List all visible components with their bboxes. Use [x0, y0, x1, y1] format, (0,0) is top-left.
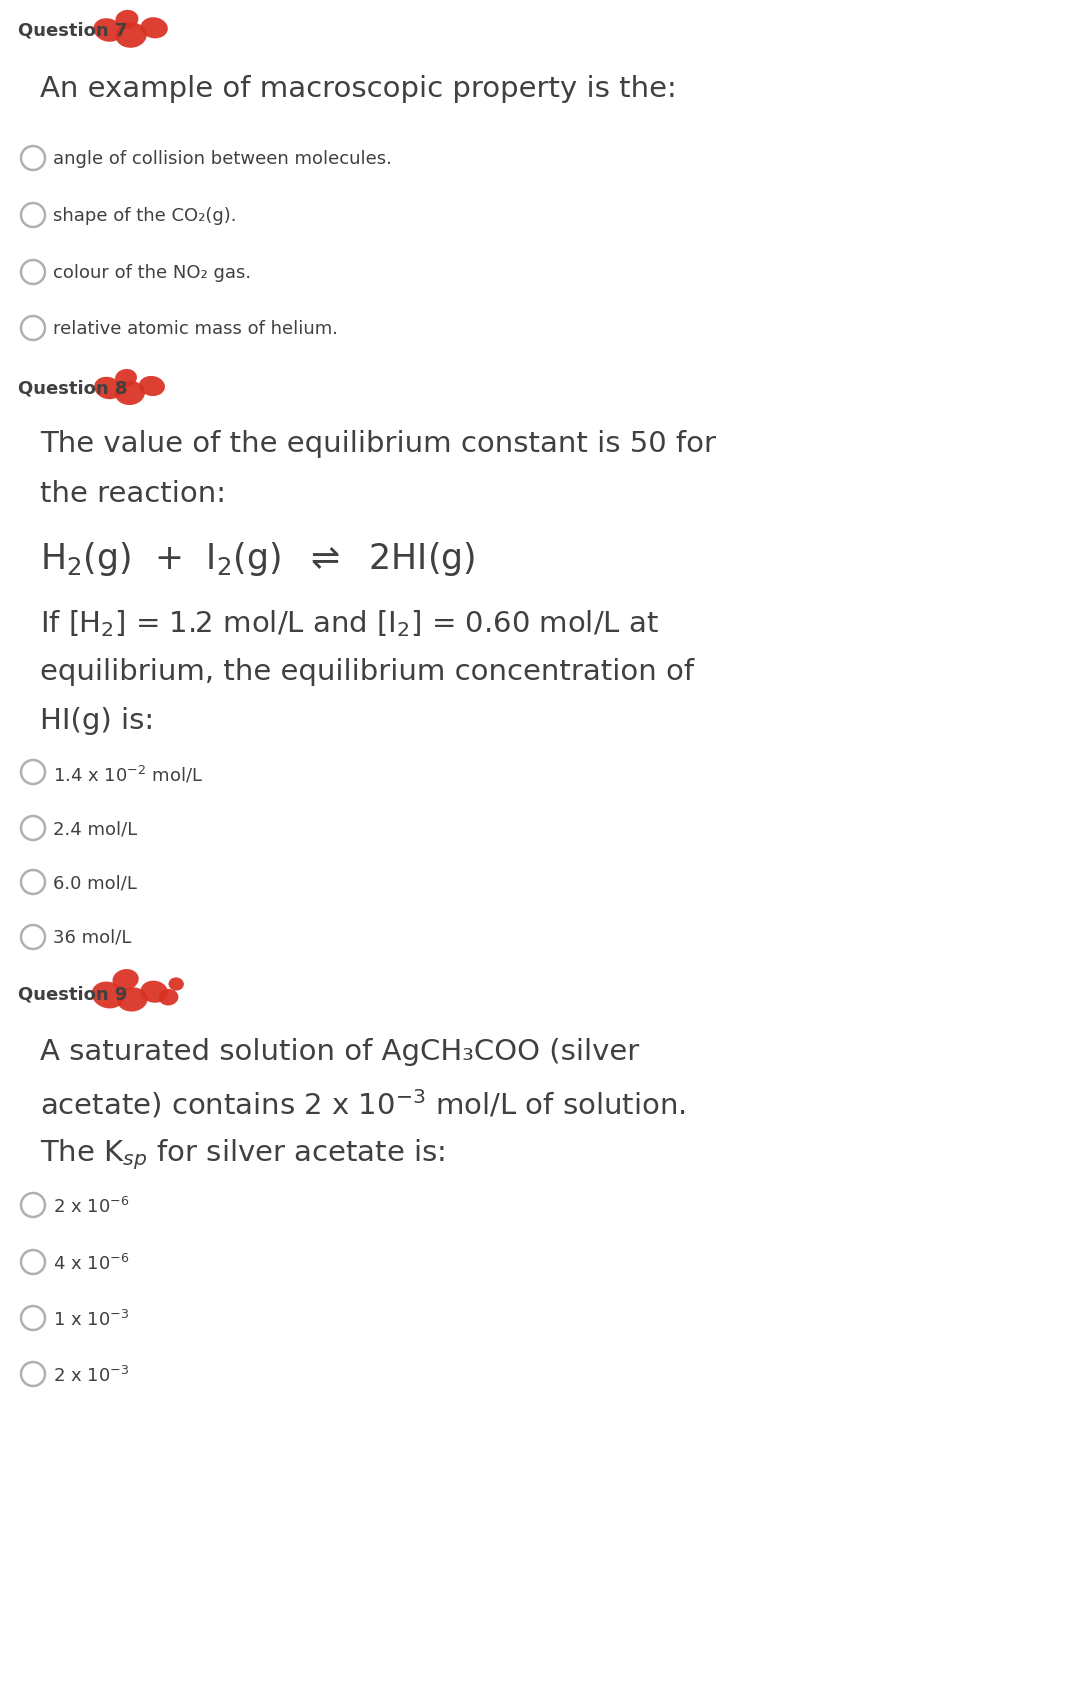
Text: acetate) contains 2 x 10$^{-3}$ mol/L of solution.: acetate) contains 2 x 10$^{-3}$ mol/L of… [40, 1088, 685, 1120]
Text: Question 9: Question 9 [18, 985, 127, 1003]
Text: An example of macroscopic property is the:: An example of macroscopic property is th… [40, 75, 677, 102]
Text: 1 x 10$^{-3}$: 1 x 10$^{-3}$ [53, 1309, 129, 1330]
Text: 36 mol/L: 36 mol/L [53, 929, 132, 946]
Ellipse shape [168, 977, 183, 991]
Ellipse shape [159, 989, 178, 1006]
Text: 1.4 x 10$^{-2}$ mol/L: 1.4 x 10$^{-2}$ mol/L [53, 764, 203, 784]
Text: The K$_{sp}$ for silver acetate is:: The K$_{sp}$ for silver acetate is: [40, 1137, 445, 1171]
Text: Question 7: Question 7 [18, 22, 127, 39]
Ellipse shape [115, 368, 137, 387]
Text: H$_2$(g)  +  I$_2$(g)  $\rightleftharpoons$  2HI(g): H$_2$(g) + I$_2$(g) $\rightleftharpoons$… [40, 540, 475, 578]
Ellipse shape [112, 968, 139, 991]
Ellipse shape [140, 980, 168, 1003]
Text: the reaction:: the reaction: [40, 481, 226, 508]
Text: Question 8: Question 8 [18, 380, 127, 397]
Ellipse shape [92, 982, 124, 1008]
Ellipse shape [94, 377, 122, 399]
Ellipse shape [115, 380, 145, 406]
Ellipse shape [117, 987, 148, 1011]
Text: The value of the equilibrium constant is 50 for: The value of the equilibrium constant is… [40, 430, 716, 459]
Text: relative atomic mass of helium.: relative atomic mass of helium. [53, 321, 338, 338]
Text: 2 x 10$^{-6}$: 2 x 10$^{-6}$ [53, 1197, 129, 1217]
Text: If [H$_2$] = 1.2 mol/L and [I$_2$] = 0.60 mol/L at: If [H$_2$] = 1.2 mol/L and [I$_2$] = 0.6… [40, 609, 659, 639]
Text: colour of the NO₂ gas.: colour of the NO₂ gas. [53, 264, 251, 281]
Ellipse shape [94, 19, 123, 43]
Text: 4 x 10$^{-6}$: 4 x 10$^{-6}$ [53, 1253, 129, 1274]
Ellipse shape [139, 375, 165, 396]
Text: 6.0 mol/L: 6.0 mol/L [53, 875, 137, 892]
Ellipse shape [115, 22, 147, 48]
Ellipse shape [140, 17, 168, 39]
Text: 2.4 mol/L: 2.4 mol/L [53, 820, 137, 837]
Text: A saturated solution of AgCH₃COO (silver: A saturated solution of AgCH₃COO (silver [40, 1038, 639, 1066]
Text: HI(g) is:: HI(g) is: [40, 708, 154, 735]
Text: shape of the CO₂(g).: shape of the CO₂(g). [53, 206, 236, 225]
Text: angle of collision between molecules.: angle of collision between molecules. [53, 150, 392, 169]
Text: 2 x 10$^{-3}$: 2 x 10$^{-3}$ [53, 1366, 129, 1386]
Text: equilibrium, the equilibrium concentration of: equilibrium, the equilibrium concentrati… [40, 658, 694, 685]
Ellipse shape [115, 10, 138, 29]
